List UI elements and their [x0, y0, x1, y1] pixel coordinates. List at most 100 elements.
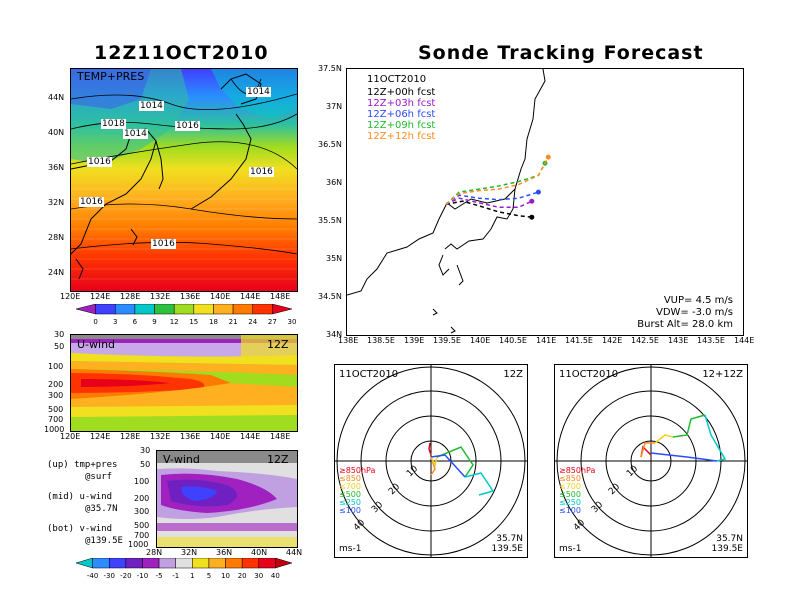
hodo-right-level-3: ≤500: [559, 490, 581, 499]
right-title: Sonde Tracking Forecast: [418, 42, 704, 64]
hodo-right-units: ms-1: [559, 544, 581, 554]
track-legend-0: 12Z+00h fcst: [367, 87, 435, 98]
v-wind-label: V-wind: [163, 453, 200, 466]
v-ytick: 700: [134, 531, 150, 540]
v-colorbar-swatch: [225, 558, 243, 569]
isobar-label: 1014: [123, 129, 148, 139]
legend-line-2: @surf: [85, 472, 113, 482]
u-ytick: 300: [48, 391, 64, 400]
hodo-left-date: 11OCT2010: [339, 369, 398, 380]
hodo-left-svg: 10 20 30 40 11OCT2010 12Z ≥850hPa ≤850 ≤…: [335, 365, 527, 557]
track-ytick: 36N: [326, 178, 343, 187]
u-ytick: 700: [48, 415, 64, 424]
hodo-right-date: 11OCT2010: [559, 369, 618, 380]
track-end-point: [529, 214, 535, 220]
v-colorbar-swatch: [125, 558, 143, 569]
isobar-label: 1014: [139, 101, 164, 111]
map-xtick: 128E: [120, 292, 141, 301]
v-colorbar-swatch: [208, 558, 226, 569]
isobar-label: 1016: [249, 167, 274, 177]
map-xtick: 120E: [60, 292, 81, 301]
track-xtick: 141E: [536, 336, 557, 345]
ring-label: 40: [352, 518, 367, 533]
hodo-right-level-1: ≤850: [559, 474, 581, 483]
hodo-left-time: 12Z: [503, 369, 523, 380]
left-title: 12Z11OCT2010: [94, 42, 269, 64]
u-wind-label: U-wind: [77, 338, 115, 351]
v-colorbar-swatch: [175, 558, 193, 569]
hodo-left-lon: 139.5E: [492, 544, 524, 554]
v-colorbar-swatch: [108, 558, 127, 569]
map-xtick: 136E: [180, 292, 201, 301]
hodo-right-svg: 10 20 30 40 11OCT2010 12+12Z ≥850hPa ≤85…: [555, 365, 747, 557]
temp-colorbar-label: 30: [288, 318, 297, 326]
temp-colorbar-label: 3: [113, 318, 117, 326]
hodo-right-level-4: ≤250: [559, 498, 581, 507]
track-xtick: 142E: [602, 336, 623, 345]
v-ytick: 200: [134, 494, 150, 503]
v-colorbar-swatch: [158, 558, 176, 569]
v-colorbar-label: -10: [137, 572, 148, 580]
u-xtick: 120E: [60, 432, 81, 441]
map-ytick: 44N: [48, 93, 65, 102]
ring-label: 40: [572, 518, 587, 533]
track-line: [445, 200, 532, 218]
temp-colorbar-label: 9: [152, 318, 156, 326]
ring-label: 20: [387, 482, 402, 497]
v-colorbar-swatch: [92, 558, 110, 569]
v-colorbar-label: 5: [207, 572, 211, 580]
u-ytick: 500: [48, 405, 64, 414]
v-colorbar-label: 20: [238, 572, 247, 580]
v-colorbar-label: 1: [190, 572, 194, 580]
v-colorbar-swatch: [75, 558, 93, 569]
map-ytick: 28N: [48, 233, 65, 242]
track-xtick: 139.5E: [433, 336, 461, 345]
track-panel: 11OCT2010 12Z+00h fcst 12Z+03h fcst 12Z+…: [346, 68, 744, 336]
u-xtick: 140E: [210, 432, 231, 441]
v-colorbar-label: 30: [254, 572, 263, 580]
map-ytick: 36N: [48, 163, 65, 172]
v-ytick: 500: [134, 521, 150, 530]
v-colorbar-swatch: [192, 558, 210, 569]
v-ytick: 1000: [128, 540, 149, 549]
v-wind-svg: V-wind 12Z: [157, 451, 297, 547]
track-line: [445, 197, 533, 209]
temp-colorbar-swatch: [95, 304, 116, 315]
v-colorbar-label: -30: [104, 572, 115, 580]
v-ytick: 30: [140, 446, 151, 455]
temp-colorbar-swatch: [232, 304, 253, 315]
hodo-right-time: 12+12Z: [702, 369, 743, 380]
legend-line-3: (mid) u-wind: [47, 492, 113, 502]
v-colorbar-label: -40: [87, 572, 98, 580]
temp-colorbar: 0 3 6 9 12 15 18 21 24 27 30: [75, 304, 297, 326]
track-line: [445, 191, 539, 205]
temp-colorbar-label: 24: [248, 318, 257, 326]
track-ytick: 37.5N: [318, 64, 342, 73]
track-ytick: 35.5N: [318, 216, 342, 225]
temp-colorbar-label: 6: [133, 318, 138, 326]
v-xtick: 32N: [181, 548, 198, 557]
track-ytick: 36.5N: [318, 140, 342, 149]
v-colorbar-swatch: [241, 558, 260, 569]
hodo-right-level-0: ≥850hPa: [559, 466, 596, 475]
track-end-point: [535, 189, 541, 195]
u-xtick: 144E: [240, 432, 261, 441]
temp-colorbar-label: 27: [268, 318, 277, 326]
v-colorbar: -40 -30 -20 -10 -5 -1 1 5 10 20 30 40: [75, 558, 293, 580]
isobar-label: 1018: [101, 119, 126, 129]
temp-colorbar-label: 15: [189, 318, 198, 326]
track-xtick: 140E: [470, 336, 491, 345]
map-xtick: 124E: [90, 292, 111, 301]
u-xtick: 124E: [90, 432, 111, 441]
u-wind-panel: U-wind 12Z: [70, 334, 298, 432]
legend-line-6: @139.5E: [85, 536, 123, 546]
hodo-left-level-2: ≤700: [339, 482, 361, 491]
temp-colorbar-label: 21: [229, 318, 238, 326]
temp-colorbar-label: 18: [209, 318, 218, 326]
map-xtick: 140E: [210, 292, 231, 301]
u-ytick: 200: [48, 380, 64, 389]
track-legend-4: 12Z+12h fcst: [367, 131, 435, 142]
track-ytick: 34.5N: [318, 292, 342, 301]
map-xtick: 144E: [240, 292, 261, 301]
track-svg: 11OCT2010 12Z+00h fcst 12Z+03h fcst 12Z+…: [347, 69, 733, 334]
